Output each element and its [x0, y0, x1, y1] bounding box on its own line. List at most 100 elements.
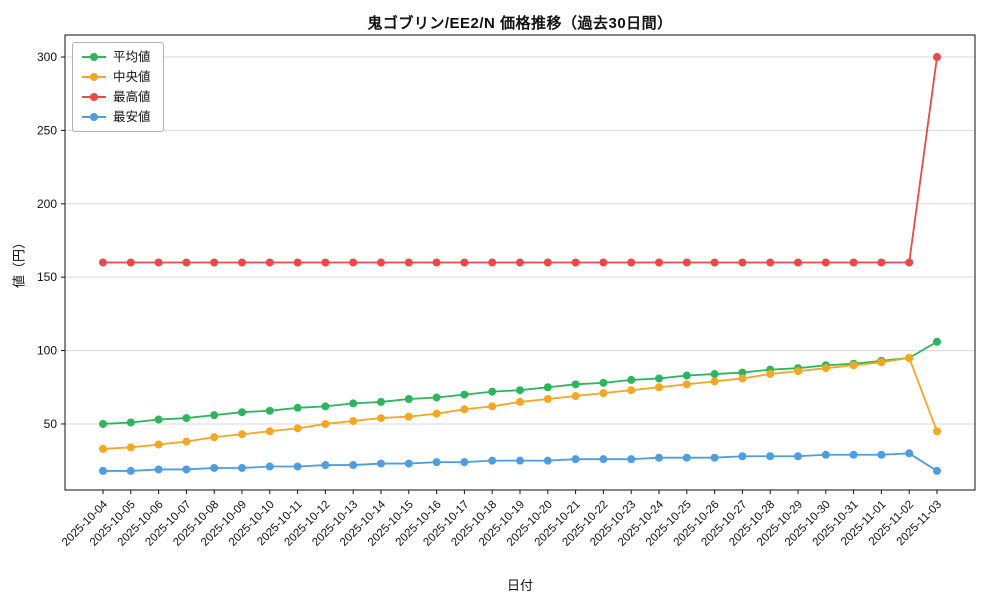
- series-point: [599, 455, 608, 464]
- series-point: [432, 393, 441, 402]
- series-point: [655, 258, 663, 267]
- legend-label-min: 最安値: [113, 110, 151, 124]
- series-point: [516, 258, 524, 267]
- series-point: [738, 452, 747, 461]
- series-point: [377, 459, 385, 468]
- series-point: [293, 258, 302, 267]
- series-point: [599, 389, 608, 398]
- series-point: [516, 386, 524, 395]
- series-point: [460, 258, 469, 267]
- series-point: [488, 402, 497, 411]
- series-point: [293, 403, 302, 412]
- series-point: [543, 395, 552, 403]
- series-point: [293, 424, 302, 433]
- series-point: [154, 465, 163, 474]
- series-point: [126, 418, 135, 427]
- series-point: [432, 258, 441, 267]
- legend-item-max: 最高値: [82, 90, 151, 104]
- y-tick-label: 200: [37, 197, 57, 211]
- series-point: [349, 461, 358, 470]
- series-point: [182, 437, 191, 446]
- series-point: [349, 258, 358, 267]
- y-tick-label: 300: [37, 50, 57, 64]
- series-point: [543, 383, 552, 392]
- series-point: [460, 405, 469, 414]
- legend: 平均値 中央値 最高値 最安値: [72, 42, 164, 132]
- series-point: [488, 258, 497, 267]
- y-tick-label: 100: [37, 344, 57, 358]
- series-point: [655, 374, 663, 383]
- series-point: [821, 364, 830, 373]
- series-point: [682, 371, 691, 380]
- series-point: [599, 378, 608, 387]
- series-point: [933, 337, 941, 346]
- series-point: [655, 453, 663, 462]
- x-axis-label: 日付: [506, 578, 533, 593]
- legend-item-min: 最安値: [82, 110, 151, 124]
- chart-title: 鬼ゴブリン/EE2/N 価格推移（過去30日間）: [367, 15, 673, 32]
- average-series-marker-icon: [82, 51, 106, 63]
- series-point: [321, 258, 330, 267]
- series-point: [516, 397, 524, 406]
- series-point: [404, 412, 413, 421]
- series-point: [126, 443, 135, 452]
- series-point: [238, 430, 246, 439]
- series-point: [877, 258, 886, 267]
- series-point: [432, 458, 441, 467]
- series-point: [377, 397, 385, 406]
- series-point: [543, 258, 552, 267]
- legend-label-average: 平均値: [113, 50, 151, 64]
- series-point: [238, 258, 246, 267]
- series-point: [265, 462, 274, 471]
- series-point: [182, 414, 191, 423]
- legend-label-max: 最高値: [113, 90, 151, 104]
- series-point: [571, 392, 580, 401]
- series-point: [766, 258, 775, 267]
- series-line: [102, 340, 938, 425]
- series-point: [682, 453, 691, 462]
- series-point: [849, 361, 858, 370]
- series-point: [710, 377, 719, 386]
- series-point: [488, 387, 497, 396]
- series-point: [905, 258, 914, 267]
- series-point: [210, 411, 219, 420]
- series-point: [877, 450, 886, 459]
- series-point: [238, 463, 246, 472]
- series-point: [933, 466, 941, 475]
- series-point: [738, 368, 747, 377]
- series-point: [126, 466, 135, 475]
- series-point: [682, 380, 691, 389]
- max-series-marker-icon: [82, 91, 106, 103]
- series-point: [99, 466, 107, 475]
- legend-label-median: 中央値: [113, 70, 151, 84]
- series-point: [321, 461, 330, 470]
- series-point: [682, 258, 691, 267]
- series-point: [460, 390, 469, 399]
- series-point: [404, 258, 413, 267]
- series-point: [265, 427, 274, 436]
- series-point: [821, 258, 830, 267]
- series-point: [905, 353, 914, 362]
- series-point: [738, 258, 747, 267]
- series-point: [543, 456, 552, 465]
- series-point: [627, 375, 636, 384]
- series-point: [794, 367, 802, 376]
- series-point: [377, 414, 385, 423]
- series-point: [321, 402, 330, 411]
- series-point: [905, 449, 914, 458]
- series-point: [99, 258, 107, 267]
- series-point: [766, 370, 775, 379]
- series-point: [265, 258, 274, 267]
- series-point: [710, 370, 719, 379]
- series-point: [710, 453, 719, 462]
- series-point: [627, 258, 636, 267]
- series-point: [627, 386, 636, 395]
- series-point: [599, 258, 608, 267]
- series-point: [265, 406, 274, 415]
- min-series-marker-icon: [82, 111, 106, 123]
- series-point: [460, 458, 469, 467]
- y-tick-label: 50: [44, 417, 58, 431]
- series-point: [627, 455, 636, 464]
